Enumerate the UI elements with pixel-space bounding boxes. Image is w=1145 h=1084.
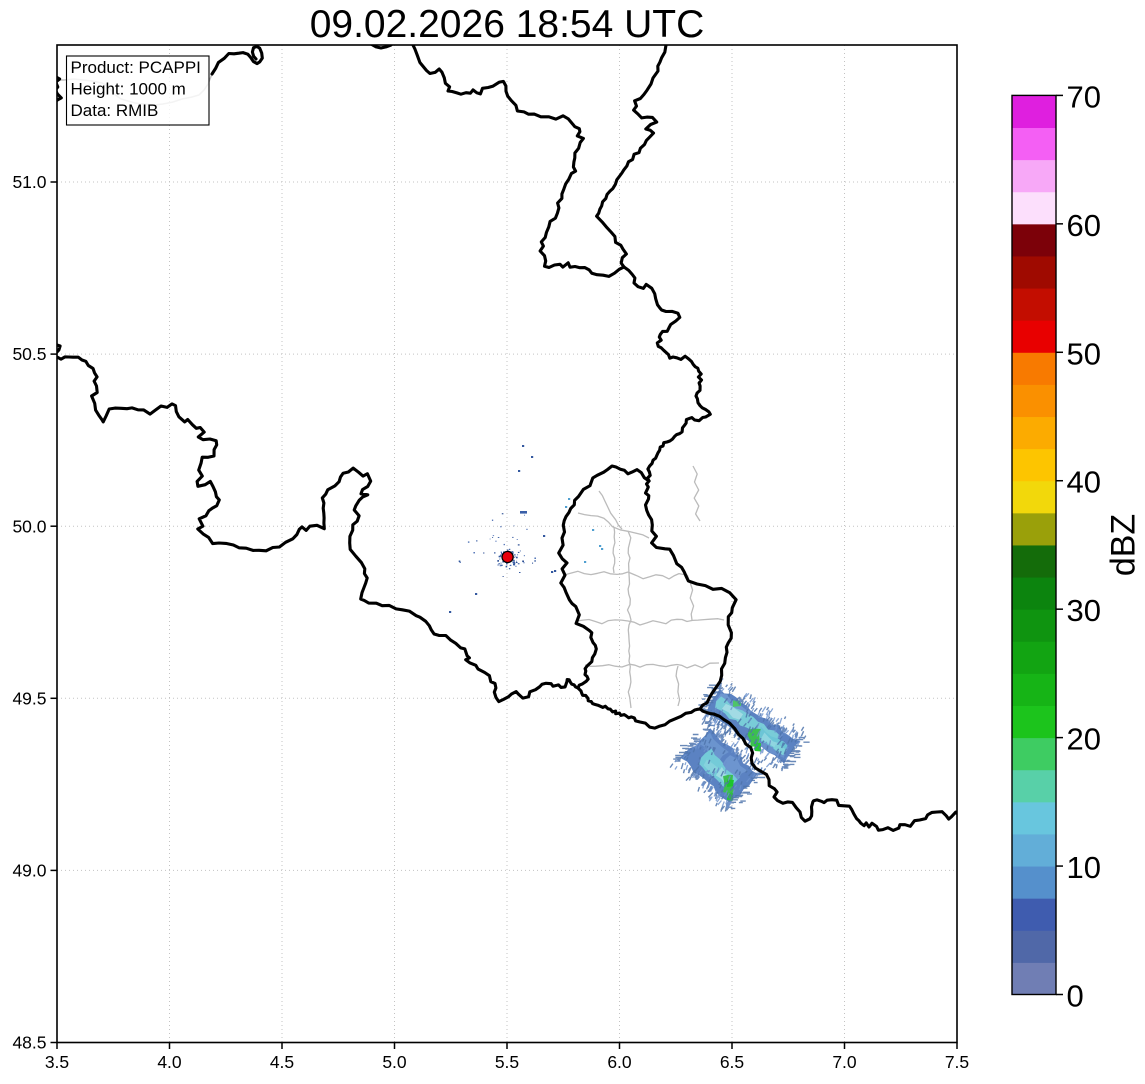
svg-text:49.5: 49.5 (12, 688, 46, 708)
svg-text:Product: PCAPPI: Product: PCAPPI (71, 58, 201, 77)
svg-text:Height: 1000 m: Height: 1000 m (71, 80, 186, 99)
svg-text:Data: RMIB: Data: RMIB (71, 101, 159, 120)
svg-text:0: 0 (1067, 979, 1084, 1014)
svg-text:30: 30 (1067, 593, 1101, 628)
svg-text:70: 70 (1067, 79, 1101, 114)
svg-text:7.0: 7.0 (832, 1052, 857, 1072)
svg-text:50.0: 50.0 (12, 516, 46, 536)
svg-text:dBZ: dBZ (1105, 514, 1143, 576)
svg-text:5.5: 5.5 (495, 1052, 519, 1072)
svg-text:20: 20 (1067, 722, 1101, 757)
svg-text:4.5: 4.5 (270, 1052, 294, 1072)
svg-text:4.0: 4.0 (157, 1052, 182, 1072)
svg-text:10: 10 (1067, 850, 1101, 885)
svg-text:6.5: 6.5 (720, 1052, 744, 1072)
svg-text:50.5: 50.5 (12, 344, 46, 364)
svg-text:51.0: 51.0 (12, 172, 46, 192)
svg-text:60: 60 (1067, 208, 1101, 243)
svg-text:5.0: 5.0 (382, 1052, 407, 1072)
svg-text:50: 50 (1067, 336, 1101, 371)
svg-text:7.5: 7.5 (945, 1052, 969, 1072)
svg-text:3.5: 3.5 (45, 1052, 69, 1072)
svg-text:49.0: 49.0 (12, 861, 46, 881)
svg-text:6.0: 6.0 (607, 1052, 632, 1072)
svg-text:48.5: 48.5 (12, 1033, 46, 1053)
svg-text:09.02.2026 18:54 UTC: 09.02.2026 18:54 UTC (310, 3, 705, 46)
svg-text:40: 40 (1067, 465, 1101, 500)
